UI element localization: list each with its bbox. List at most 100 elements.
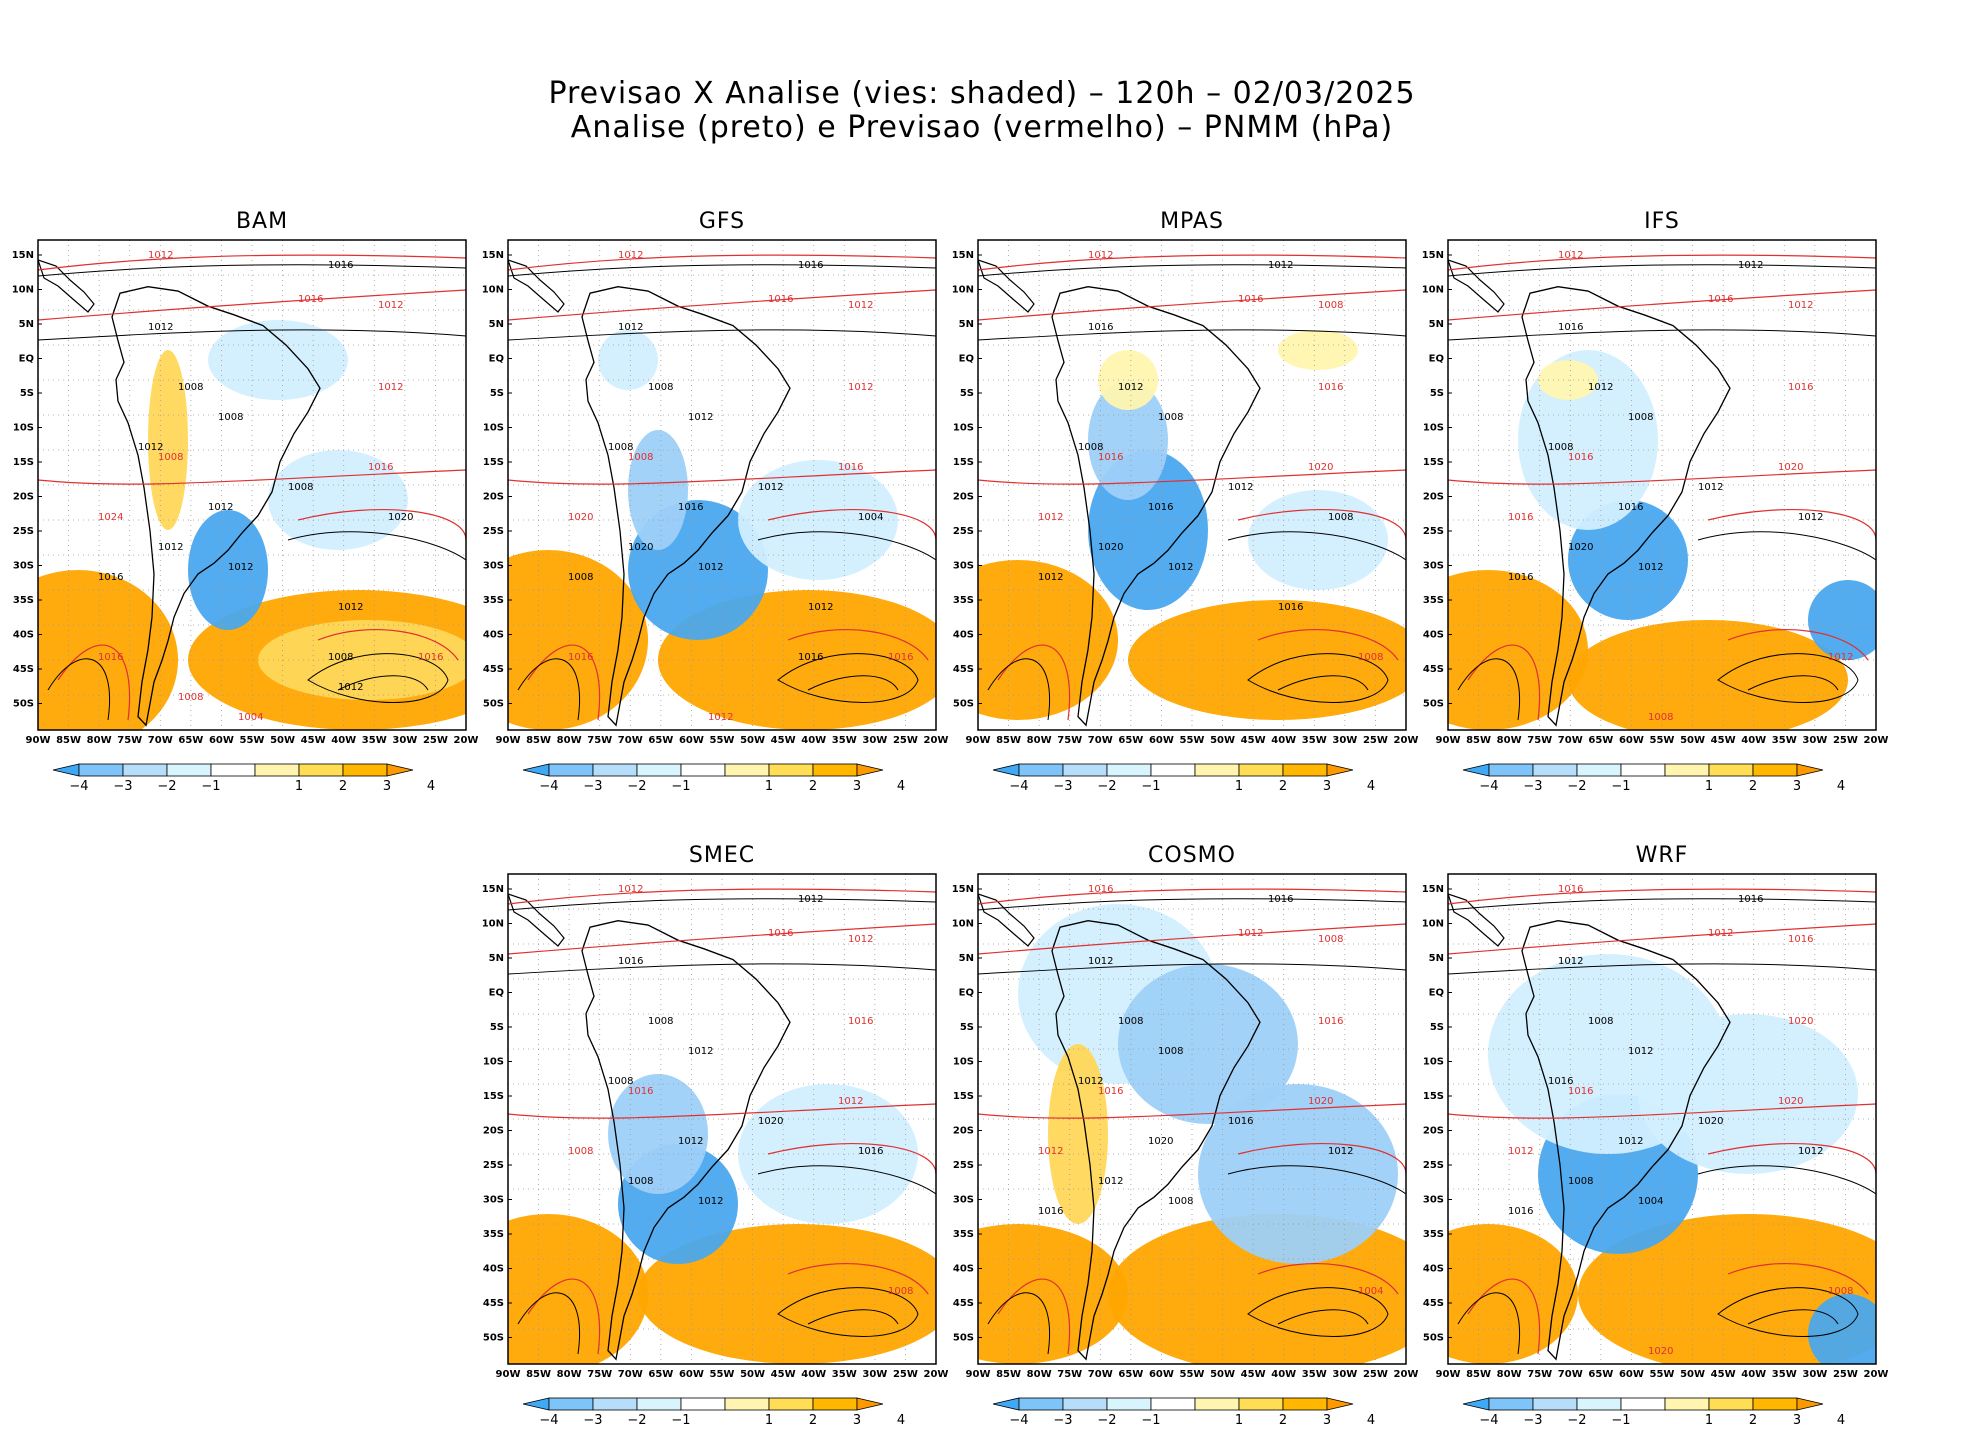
analysis-contour-label: 1012: [758, 482, 783, 493]
analysis-isobar: [1697, 1165, 1876, 1195]
lat-tick-label: 10N: [12, 285, 34, 296]
colorbar-segment: [680, 763, 726, 777]
colorbar-segment: [1752, 763, 1798, 777]
lon-tick-label: 40W: [1271, 735, 1296, 746]
lat-tick-label: 10N: [952, 285, 974, 296]
analysis-contour-label: 1020: [628, 542, 653, 553]
lon-tick-label: 80W: [557, 1369, 582, 1380]
forecast-isobar: [527, 644, 601, 721]
panel-smec: 1012101610081012100810201012100810121016…: [482, 873, 948, 1380]
lon-tick-label: 25W: [1833, 735, 1858, 746]
colorbar-segment: [1664, 763, 1710, 777]
analysis-isobar: [978, 898, 1406, 911]
lon-tick-label: 55W: [1180, 1369, 1205, 1380]
colorbar-label: −3: [1053, 779, 1072, 794]
analysis-contour-label: 1004: [1638, 1196, 1663, 1207]
colorbar-segment: [1620, 763, 1666, 777]
forecast-isobar: [1448, 254, 1876, 271]
lat-tick-label: 15S: [483, 457, 504, 468]
colorbar-segment: [1488, 763, 1534, 777]
forecast-contour-label: 1012: [848, 382, 873, 393]
analysis-contour-label: 1012: [688, 1046, 713, 1057]
analysis-contour-label: 1016: [1548, 1076, 1573, 1087]
forecast-contour-label: 1020: [1308, 462, 1333, 473]
colorbar: −4 −3 −2 −1 1 2 3 4: [1462, 1397, 1845, 1428]
analysis-contour-label: 1008: [1118, 1016, 1143, 1027]
forecast-isobar: [508, 254, 936, 271]
analysis-contour-label: 1008: [1158, 412, 1183, 423]
colorbar-end-right: [1796, 763, 1824, 777]
colorbar-label: 4: [427, 779, 435, 794]
central-america-outline: [978, 259, 1035, 313]
forecast-isobar: [1727, 629, 1869, 661]
analysis-isobar: [508, 264, 936, 277]
colorbar-label: 1: [1235, 1413, 1243, 1428]
lon-tick-label: 70W: [1558, 1369, 1583, 1380]
lon-tick-label: 55W: [1180, 735, 1205, 746]
colorbar-label: −1: [1611, 779, 1630, 794]
lat-tick-label: 10S: [953, 1057, 974, 1068]
analysis-contour-label: 1008: [608, 442, 633, 453]
continent-outline: [111, 286, 321, 727]
lat-tick-label: 20S: [483, 1126, 504, 1137]
forecast-isobar: [978, 254, 1406, 271]
colorbar-segment: [680, 1397, 726, 1411]
lat-tick-label: 50S: [953, 699, 974, 710]
analysis-isobar: [1277, 675, 1369, 691]
lat-tick-label: 10S: [483, 423, 504, 434]
colorbar-label: 3: [1323, 779, 1331, 794]
colorbar-segment: [1532, 1397, 1578, 1411]
analysis-contour-label: 1012: [1618, 1136, 1643, 1147]
lon-tick-label: 85W: [526, 735, 551, 746]
bias-shade: [268, 450, 408, 550]
lat-tick-label: 10N: [482, 919, 504, 930]
colorbar-segment: [1532, 763, 1578, 777]
map-frame: [507, 239, 937, 731]
lat-tick-label: 5S: [960, 1022, 974, 1033]
lon-tick-label: 25W: [893, 1369, 918, 1380]
forecast-contour-label: 1008: [888, 1286, 913, 1297]
lon-tick-label: 90W: [496, 735, 521, 746]
forecast-contour-label: 1008: [1318, 934, 1343, 945]
panel-wrf: 1016 1012 1008 1012 1016 1020 1012 1008 1004 1012…: [1422, 873, 1888, 1380]
colorbar-label: −1: [201, 779, 220, 794]
lat-tick-label: 25S: [1423, 526, 1444, 537]
lon-tick-label: 55W: [1650, 735, 1675, 746]
analysis-isobar: [807, 675, 899, 691]
forecast-contour-label: 1024: [98, 512, 123, 523]
lat-tick-label: 5S: [490, 388, 504, 399]
colorbar-label: −1: [1611, 1413, 1630, 1428]
lon-tick-label: 65W: [1118, 735, 1143, 746]
lon-tick-label: 40W: [801, 735, 826, 746]
analysis-contour-label: 1008: [648, 1016, 673, 1027]
lat-tick-label: 10N: [1422, 919, 1444, 930]
forecast-contour-label: 1016: [888, 652, 913, 663]
analysis-isobar: [1227, 1165, 1406, 1195]
forecast-isobar: [38, 469, 466, 485]
lon-tick-label: 60W: [1149, 735, 1174, 746]
lon-tick-label: 85W: [1466, 1369, 1491, 1380]
lon-tick-label: 35W: [1302, 735, 1327, 746]
forecast-contour-label: 1012: [618, 250, 643, 261]
analysis-contour-label: 1016: [1268, 894, 1293, 905]
bias-shade: [1048, 1044, 1108, 1224]
colorbar-segment: [1576, 1397, 1622, 1411]
colorbar-segment: [1238, 763, 1284, 777]
central-america-outline: [508, 893, 565, 947]
colorbar-label: 4: [1837, 1413, 1845, 1428]
forecast-contour-label: 1012: [1788, 300, 1813, 311]
lon-tick-label: 50W: [270, 735, 295, 746]
lat-tick-label: 45S: [13, 664, 34, 675]
analysis-contour-label: 1012: [678, 1136, 703, 1147]
colorbar-label: −2: [1567, 1413, 1586, 1428]
colorbar-segment: [1620, 1397, 1666, 1411]
lat-tick-label: 25S: [1423, 1160, 1444, 1171]
lon-tick-label: 40W: [801, 1369, 826, 1380]
lat-tick-label: 5N: [959, 319, 974, 330]
lat-tick-label: 30S: [483, 1195, 504, 1206]
lon-tick-label: 30W: [862, 735, 887, 746]
analysis-contour-label: 1008: [178, 382, 203, 393]
bias-shade: [1128, 600, 1406, 720]
forecast-isobar: [978, 1103, 1406, 1119]
lon-tick-label: 90W: [496, 1369, 521, 1380]
